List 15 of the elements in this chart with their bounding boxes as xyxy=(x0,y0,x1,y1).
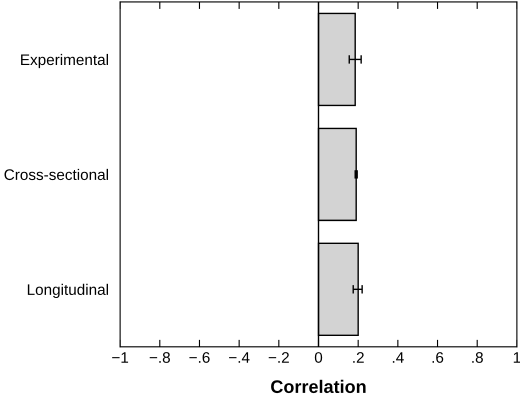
x-tick-label: .2 xyxy=(353,352,364,363)
x-tick-label: .8 xyxy=(472,352,483,363)
x-tick-label: −.4 xyxy=(229,352,250,363)
x-tick-label: −.6 xyxy=(189,352,210,363)
y-tick-label: Cross-sectional xyxy=(4,168,108,180)
x-tick-label: −1 xyxy=(112,352,128,363)
x-tick-label: −.2 xyxy=(268,352,289,363)
x-tick-label: −.8 xyxy=(150,352,170,363)
x-tick-label: .4 xyxy=(392,352,404,363)
x-axis-title: Correlation xyxy=(271,380,366,394)
x-tick-label: .6 xyxy=(432,352,444,363)
y-tick-label: Longitudinal xyxy=(28,284,108,298)
x-tick-label: 1 xyxy=(514,352,520,363)
x-tick-label: 0 xyxy=(314,352,322,363)
y-tick-label: Experimental xyxy=(21,54,108,68)
